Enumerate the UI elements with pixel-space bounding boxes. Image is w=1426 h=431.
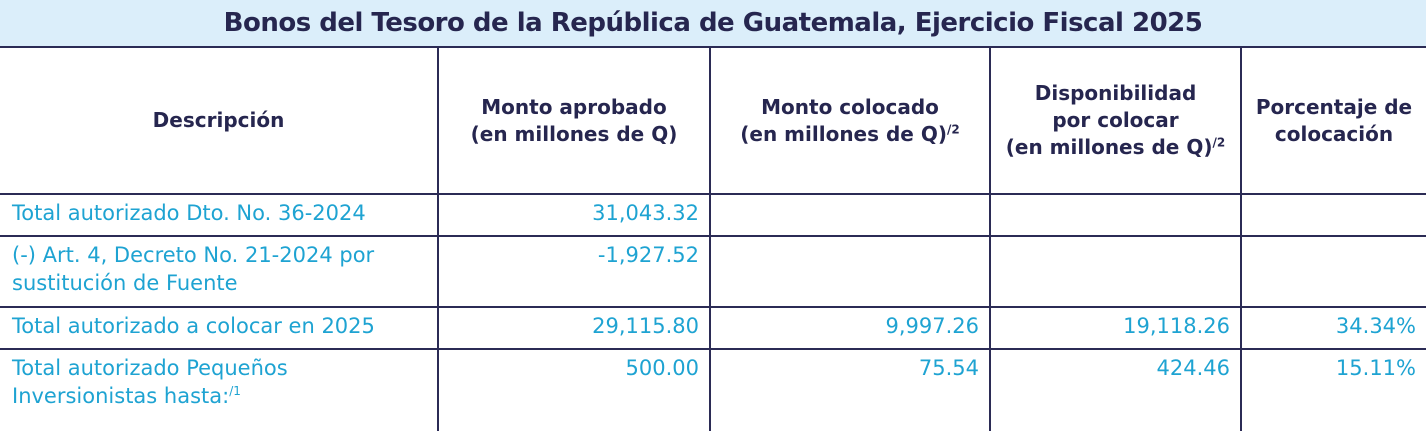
cell-porcentaje: 34.34% — [1240, 307, 1426, 350]
cell-descripcion: Total autorizado Dto. No. 36-2024 — [0, 194, 438, 237]
cell-disponibilidad: 424.46 — [989, 349, 1241, 431]
header-disponibilidad: Disponibilidad por colocar (en millones … — [989, 48, 1241, 195]
header-monto-colocado-footnote: /2 — [946, 121, 960, 136]
cell-descripcion-line1: (-) Art. 4, Decreto No. 21-2024 por — [12, 243, 375, 267]
header-descripcion: Descripción — [0, 48, 438, 195]
cell-monto-colocado — [709, 194, 990, 237]
cell-monto-colocado: 75.54 — [709, 349, 990, 431]
cell-descripcion-line2: sustitución de Fuente — [12, 271, 238, 295]
header-monto-aprobado-line1: Monto aprobado — [481, 94, 667, 119]
header-disponibilidad-line3: (en millones de Q) — [1005, 135, 1213, 159]
header-monto-colocado-line2: (en millones de Q) — [740, 121, 947, 146]
cell-monto-colocado: 9,997.26 — [709, 307, 990, 350]
cell-porcentaje: 15.11% — [1240, 349, 1426, 431]
table-row: Total autorizado a colocar en 2025 29,11… — [0, 307, 1426, 350]
bonds-table: Descripción Monto aprobado (en millones … — [0, 48, 1426, 431]
header-monto-colocado-line1: Monto colocado — [761, 94, 939, 119]
cell-descripcion-footnote: /1 — [229, 384, 241, 398]
header-descripcion-label: Descripción — [152, 108, 285, 132]
cell-disponibilidad — [989, 194, 1241, 237]
header-disponibilidad-line1: Disponibilidad — [1034, 81, 1197, 105]
header-monto-colocado: Monto colocado (en millones de Q)/2 — [709, 48, 990, 195]
cell-descripcion-line1: Total autorizado Pequeños — [12, 356, 288, 380]
header-porcentaje-line1: Porcentaje de — [1255, 94, 1413, 119]
cell-monto-colocado — [709, 236, 990, 308]
header-monto-aprobado: Monto aprobado (en millones de Q) — [437, 48, 710, 195]
cell-porcentaje — [1240, 194, 1426, 237]
header-row: Descripción Monto aprobado (en millones … — [0, 48, 1426, 195]
table-row: Total autorizado Pequeños Inversionistas… — [0, 349, 1426, 431]
header-disponibilidad-line2: por colocar — [1052, 108, 1179, 132]
cell-disponibilidad — [989, 236, 1241, 308]
header-monto-aprobado-line2: (en millones de Q) — [470, 121, 678, 146]
cell-monto-aprobado: 500.00 — [437, 349, 710, 431]
cell-descripcion: Total autorizado Pequeños Inversionistas… — [0, 349, 438, 431]
table-row: (-) Art. 4, Decreto No. 21-2024 por sust… — [0, 236, 1426, 308]
cell-descripcion: Total autorizado a colocar en 2025 — [0, 307, 438, 350]
table-title: Bonos del Tesoro de la República de Guat… — [223, 8, 1203, 38]
table-row: Total autorizado Dto. No. 36-2024 31,043… — [0, 194, 1426, 237]
cell-monto-aprobado: 31,043.32 — [437, 194, 710, 237]
cell-descripcion-line2: Inversionistas hasta: — [12, 384, 230, 408]
cell-porcentaje — [1240, 236, 1426, 308]
cell-monto-aprobado: -1,927.52 — [437, 236, 710, 308]
header-porcentaje-line2: colocación — [1274, 121, 1394, 146]
header-porcentaje: Porcentaje de colocación — [1240, 48, 1426, 195]
header-disponibilidad-footnote: /2 — [1212, 135, 1226, 150]
title-bar: Bonos del Tesoro de la República de Guat… — [0, 0, 1426, 48]
cell-descripcion: (-) Art. 4, Decreto No. 21-2024 por sust… — [0, 236, 438, 308]
cell-monto-aprobado: 29,115.80 — [437, 307, 710, 350]
cell-disponibilidad: 19,118.26 — [989, 307, 1241, 350]
